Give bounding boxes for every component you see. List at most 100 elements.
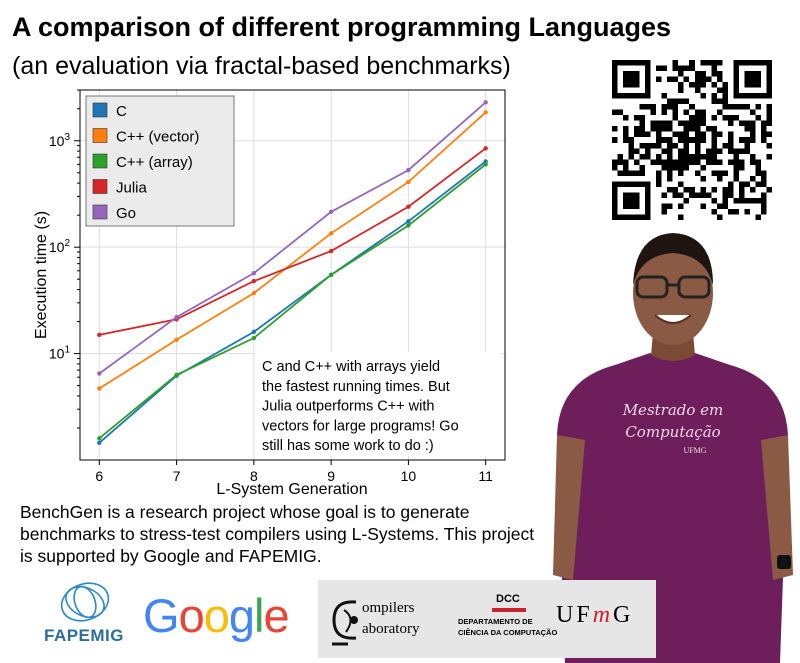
x-tick-label: 6 xyxy=(95,468,103,484)
qr-module xyxy=(700,131,706,138)
qr-module xyxy=(760,170,767,176)
qr-module xyxy=(766,104,772,110)
qr-module xyxy=(738,164,745,171)
qr-module xyxy=(612,109,618,116)
qr-module xyxy=(672,192,679,198)
x-tick-label: 11 xyxy=(478,468,493,484)
qr-module xyxy=(645,208,651,215)
qr-module xyxy=(727,192,734,198)
qr-module xyxy=(667,153,673,160)
qr-module xyxy=(689,104,695,110)
series-line xyxy=(98,111,487,390)
qr-module xyxy=(667,104,673,110)
qr-module xyxy=(645,131,651,138)
qr-module xyxy=(667,170,673,176)
ufmg-logo: UFmG xyxy=(556,602,633,629)
data-point xyxy=(406,204,411,209)
qr-module xyxy=(711,137,717,143)
qr-module xyxy=(678,164,684,171)
qr-module xyxy=(711,142,717,149)
google-letter: e xyxy=(263,589,289,642)
qr-module xyxy=(628,181,635,187)
qr-module xyxy=(716,214,723,220)
fapemig-logo-text: FAPEMIG xyxy=(44,626,125,645)
qr-module xyxy=(628,82,635,88)
qr-module xyxy=(760,208,767,215)
qr-module xyxy=(711,208,717,215)
qr-module xyxy=(766,82,772,88)
qr-module xyxy=(705,126,712,132)
dcc-name-line2: CIÊNCIA DA COMPUTAÇÃO xyxy=(458,628,558,637)
qr-module xyxy=(617,159,624,165)
qr-module xyxy=(661,65,668,72)
qr-module xyxy=(645,76,651,83)
qr-module xyxy=(612,197,618,204)
data-point xyxy=(406,179,411,185)
qr-module xyxy=(656,170,662,176)
qr-module xyxy=(694,71,701,77)
qr-module xyxy=(738,197,745,204)
qr-module xyxy=(683,65,690,72)
qr-module xyxy=(623,126,629,132)
qr-module xyxy=(760,175,767,182)
qr-module xyxy=(694,137,701,143)
shirt-text-line1: Mestrado em xyxy=(622,401,724,419)
series-line xyxy=(99,147,487,336)
qr-module xyxy=(656,76,662,83)
qr-module xyxy=(694,120,701,127)
qr-module xyxy=(678,82,684,88)
qr-module xyxy=(711,159,717,165)
qr-module xyxy=(744,120,750,127)
qr-module xyxy=(612,208,618,215)
qr-module xyxy=(766,65,772,72)
qr-module xyxy=(623,76,629,83)
qr-module xyxy=(634,197,640,204)
data-point xyxy=(251,335,257,341)
qr-module xyxy=(639,142,646,149)
y-axis-label: Execution time (s) xyxy=(33,211,50,339)
qr-module xyxy=(766,142,772,149)
qr-module xyxy=(716,203,723,209)
series-line xyxy=(98,160,487,444)
qr-module xyxy=(738,137,745,143)
qr-module xyxy=(661,192,668,198)
qr-module xyxy=(689,126,695,132)
qr-module xyxy=(678,87,684,94)
qr-module xyxy=(689,120,695,127)
qr-module xyxy=(716,131,723,138)
qr-module xyxy=(760,131,767,138)
qr-module xyxy=(617,181,624,187)
qr-module xyxy=(727,142,734,149)
qr-module xyxy=(722,115,728,121)
qr-module xyxy=(727,148,734,154)
legend-swatch xyxy=(92,102,108,118)
qr-module xyxy=(634,126,640,132)
qr-module xyxy=(623,214,629,220)
qr-module xyxy=(733,65,739,72)
qr-module xyxy=(617,93,624,99)
data-point xyxy=(97,371,102,376)
qr-module xyxy=(683,76,690,83)
shirt-text-line2: Computação xyxy=(625,423,720,441)
plot-frame xyxy=(79,89,506,461)
qr-module xyxy=(716,98,723,105)
qr-module xyxy=(656,153,662,160)
qr-module xyxy=(744,93,750,99)
qr-module xyxy=(700,76,706,83)
qr-module xyxy=(755,164,761,171)
qr-module xyxy=(683,98,690,105)
data-point xyxy=(97,386,102,391)
qr-module xyxy=(755,71,761,77)
qr-module xyxy=(738,120,745,127)
y-tick-label: 103 xyxy=(49,132,71,149)
data-point xyxy=(97,332,102,338)
qr-module xyxy=(711,65,717,72)
qr-module xyxy=(678,131,684,138)
y-tick-label: 102 xyxy=(49,238,71,255)
annotation-line: Julia outperforms C++ with xyxy=(262,399,434,415)
qr-module xyxy=(667,120,673,127)
legend-box xyxy=(85,95,235,227)
qr-module xyxy=(645,87,651,94)
qr-module xyxy=(733,148,739,154)
qr-module xyxy=(683,131,690,138)
